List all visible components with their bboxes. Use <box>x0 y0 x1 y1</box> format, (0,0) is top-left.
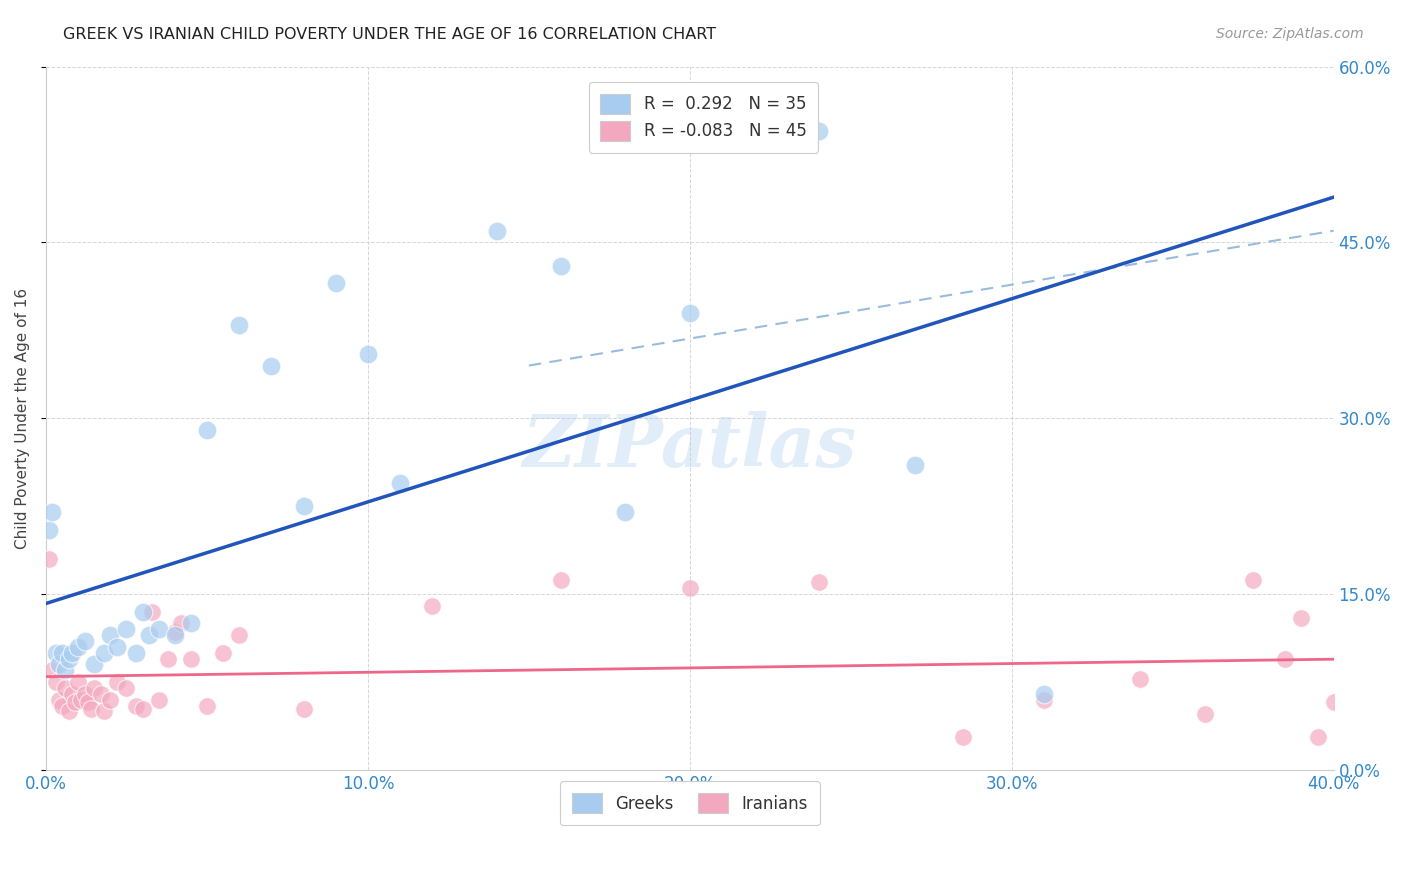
Point <box>70 692 93 706</box>
Point <box>60 646 83 660</box>
Point <box>115 623 138 637</box>
Point <box>83 657 105 672</box>
Point <box>41 664 63 678</box>
Point <box>73 687 96 701</box>
Point <box>41 505 63 519</box>
Point <box>807 575 830 590</box>
Point <box>148 623 170 637</box>
Point <box>163 624 186 639</box>
Point <box>148 692 170 706</box>
Point <box>807 124 830 138</box>
Point <box>48 657 70 672</box>
Point <box>131 702 153 716</box>
Point <box>115 681 138 695</box>
Point <box>90 687 112 701</box>
Point <box>163 628 186 642</box>
Point <box>157 651 180 665</box>
Point <box>98 628 121 642</box>
Text: GREEK VS IRANIAN CHILD POVERTY UNDER THE AGE OF 16 CORRELATION CHART: GREEK VS IRANIAN CHILD POVERTY UNDER THE… <box>63 27 717 42</box>
Point <box>180 651 202 665</box>
Point <box>485 224 508 238</box>
Point <box>48 692 70 706</box>
Point <box>904 458 927 473</box>
Y-axis label: Child Poverty Under the Age of 16: Child Poverty Under the Age of 16 <box>15 288 30 549</box>
Point <box>80 702 103 716</box>
Point <box>51 698 73 713</box>
Point <box>93 646 115 660</box>
Point <box>1306 730 1329 744</box>
Point <box>125 698 148 713</box>
Point <box>141 605 163 619</box>
Text: ZIPatlas: ZIPatlas <box>523 411 856 482</box>
Point <box>1032 692 1054 706</box>
Legend: Greeks, Iranians: Greeks, Iranians <box>560 781 820 825</box>
Point <box>38 552 60 566</box>
Point <box>73 634 96 648</box>
Point <box>60 687 83 701</box>
Point <box>1032 687 1054 701</box>
Point <box>1291 610 1313 624</box>
Point <box>76 695 98 709</box>
Point <box>131 605 153 619</box>
Point <box>292 500 315 514</box>
Point <box>63 695 86 709</box>
Point <box>45 675 67 690</box>
Point <box>212 646 235 660</box>
Point <box>1323 695 1346 709</box>
Point <box>1241 573 1264 587</box>
Point <box>195 698 218 713</box>
Point <box>325 277 347 291</box>
Point <box>105 675 128 690</box>
Point <box>58 705 80 719</box>
Text: Source: ZipAtlas.com: Source: ZipAtlas.com <box>1216 27 1364 41</box>
Point <box>67 640 90 654</box>
Point <box>98 692 121 706</box>
Point <box>1274 651 1296 665</box>
Point <box>614 505 637 519</box>
Point <box>38 523 60 537</box>
Point <box>51 646 73 660</box>
Point <box>292 702 315 716</box>
Point <box>58 651 80 665</box>
Point <box>260 359 283 373</box>
Point <box>105 640 128 654</box>
Point <box>679 306 702 320</box>
Point <box>180 616 202 631</box>
Point <box>138 628 160 642</box>
Point <box>357 347 380 361</box>
Point <box>67 675 90 690</box>
Point <box>679 582 702 596</box>
Point <box>170 616 193 631</box>
Point <box>550 259 572 273</box>
Point <box>1129 672 1152 686</box>
Point <box>45 646 67 660</box>
Point <box>1194 706 1216 721</box>
Point <box>550 573 572 587</box>
Point <box>228 628 250 642</box>
Point <box>195 423 218 437</box>
Point <box>53 681 76 695</box>
Point <box>125 646 148 660</box>
Point <box>83 681 105 695</box>
Point <box>952 730 974 744</box>
Point <box>53 664 76 678</box>
Point <box>389 475 412 490</box>
Point <box>228 318 250 332</box>
Point <box>420 599 443 613</box>
Point <box>93 705 115 719</box>
